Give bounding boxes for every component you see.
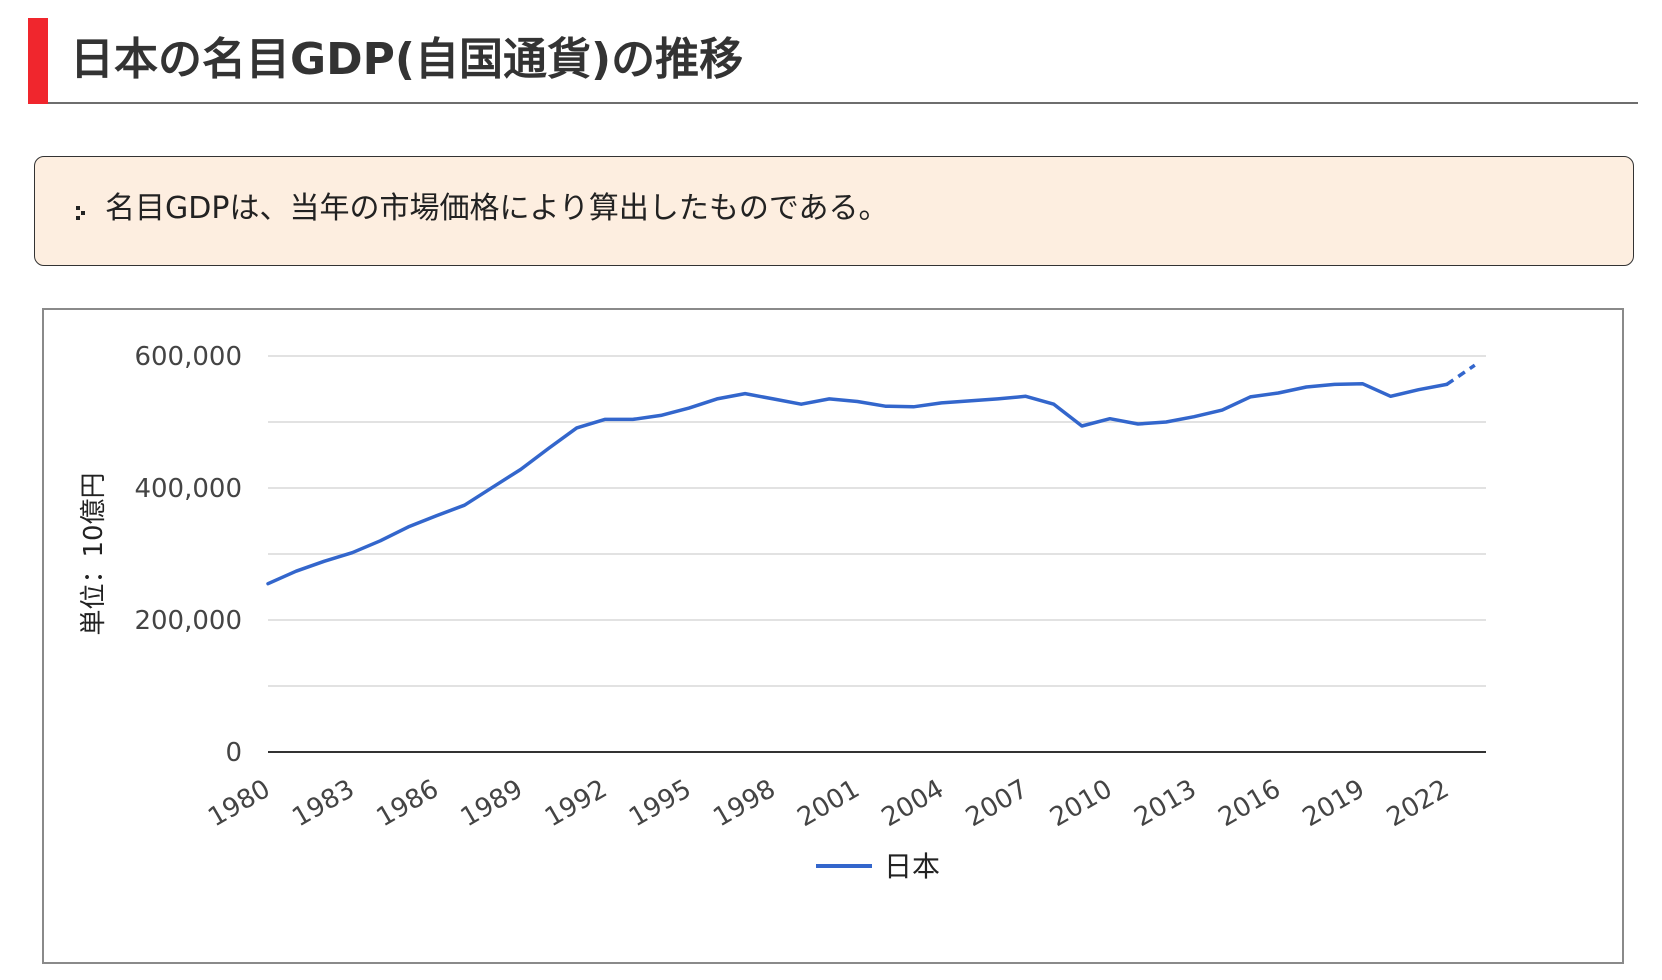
note-box: 名目GDPは、当年の市場価格により算出したものである。 xyxy=(34,156,1634,266)
note-text: 名目GDPは、当年の市場価格により算出したものである。 xyxy=(105,191,889,226)
y-axis-labels: 0 200,000 400,000 600,000 xyxy=(134,342,242,768)
series-lines xyxy=(266,363,1476,586)
series-line-estimate xyxy=(1445,363,1476,386)
page-title: 日本の名目GDP(自国通貨)の推移 xyxy=(70,34,744,85)
heading-accent-bar xyxy=(28,18,48,104)
x-tick-label: 2013 xyxy=(1129,774,1201,833)
x-tick-label: 1989 xyxy=(456,774,528,833)
grid-lines xyxy=(268,355,1486,753)
x-tick-label: 2019 xyxy=(1298,774,1370,833)
y-tick-label: 200,000 xyxy=(134,606,242,636)
legend-label: 日本 xyxy=(884,850,940,883)
x-tick-label: 1980 xyxy=(203,774,275,833)
x-tick-label: 2022 xyxy=(1382,774,1454,833)
x-tick-label: 1983 xyxy=(287,774,359,833)
x-tick-label: 1986 xyxy=(372,774,444,833)
y-axis-title: 単位：10億円 xyxy=(79,472,109,635)
chart-container: 0 200,000 400,000 600,000 1980 1983 1986 1989 1… xyxy=(42,308,1624,964)
y-tick-label: 400,000 xyxy=(134,474,242,504)
x-tick-label: 1995 xyxy=(624,774,696,833)
x-tick-label: 2001 xyxy=(793,774,865,833)
x-tick-label: 2010 xyxy=(1045,774,1117,833)
section-heading: 日本の名目GDP(自国通貨)の推移 xyxy=(28,18,1638,104)
y-tick-label: 600,000 xyxy=(134,342,242,372)
x-tick-label: 1992 xyxy=(540,774,612,833)
x-tick-label: 1998 xyxy=(708,774,780,833)
legend: 日本 xyxy=(816,850,940,883)
y-tick-label: 0 xyxy=(225,738,242,768)
x-tick-label: 2007 xyxy=(961,774,1033,833)
x-tick-label: 2004 xyxy=(877,774,949,833)
series-line-日本 xyxy=(266,381,1449,586)
x-axis-labels: 1980 1983 1986 1989 1992 1995 1998 2001 2004 2007… xyxy=(203,774,1454,833)
bullet-arrow-icon xyxy=(76,206,85,220)
x-tick-label: 2016 xyxy=(1214,774,1286,833)
